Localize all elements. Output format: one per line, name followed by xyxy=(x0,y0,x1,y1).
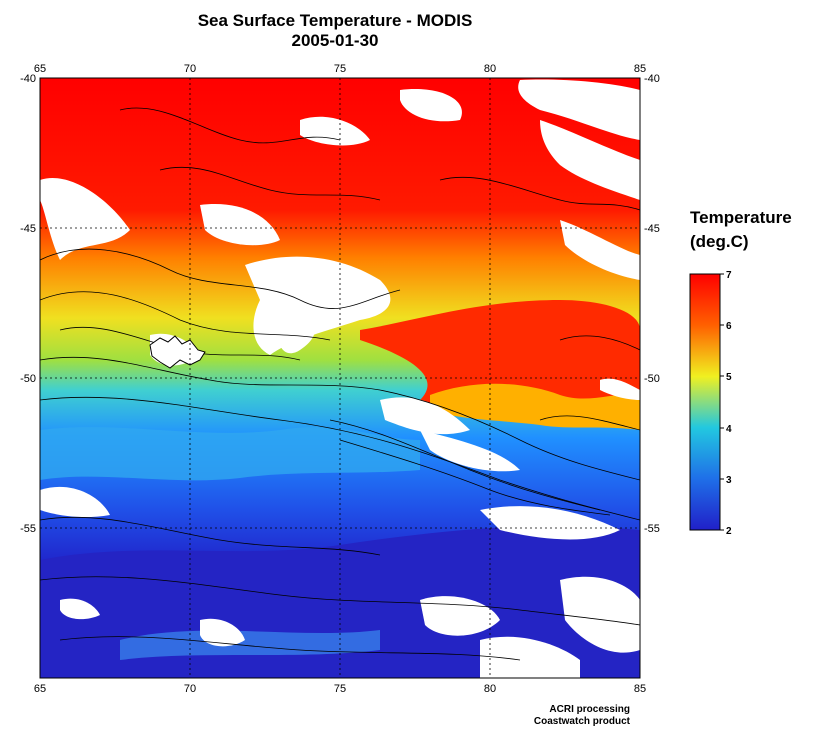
map-date: 2005-01-30 xyxy=(291,31,379,50)
bottom-lon-label: 85 xyxy=(634,683,646,695)
right-lat-label: -55 xyxy=(644,523,660,535)
left-lat-label: -50 xyxy=(20,373,36,385)
left-axis: -40 -45 -50 -55 xyxy=(20,73,36,535)
credit-product: Coastwatch product xyxy=(533,716,630,727)
credit-processing: ACRI processing xyxy=(549,704,630,715)
map-frame xyxy=(39,77,641,679)
map-title: Sea Surface Temperature - MODIS xyxy=(197,11,473,30)
bathymetry-contours xyxy=(40,107,640,661)
top-lon-label: 70 xyxy=(184,63,196,75)
left-lat-label: -55 xyxy=(20,523,36,535)
colorbar-ticks xyxy=(720,273,724,531)
top-lon-label: 85 xyxy=(634,63,646,75)
colorbar-tick-label: 3 xyxy=(726,475,732,486)
island-outline xyxy=(149,335,206,369)
right-lat-label: -50 xyxy=(644,373,660,385)
colorbar-tick-label: 2 xyxy=(726,526,732,537)
cloud-mask xyxy=(40,79,640,678)
graticule xyxy=(40,78,640,678)
top-lon-label: 75 xyxy=(334,63,346,75)
colorbar-ramp xyxy=(689,273,721,531)
colorbar-tick-label: 5 xyxy=(726,372,732,383)
colorbar-unit: (deg.C) xyxy=(690,232,749,251)
colorbar-tick-label: 6 xyxy=(726,321,732,332)
top-lon-label: 65 xyxy=(34,63,46,75)
colorbar: 2 3 4 5 6 7 xyxy=(689,270,732,537)
right-lat-label: -40 xyxy=(644,73,660,85)
right-lat-label: -45 xyxy=(644,223,660,235)
top-lon-label: 80 xyxy=(484,63,496,75)
bottom-axis: 65 70 75 80 85 xyxy=(34,683,646,695)
right-axis: -40 -45 -50 -55 xyxy=(644,73,660,535)
bottom-lon-label: 70 xyxy=(184,683,196,695)
left-lat-label: -45 xyxy=(20,223,36,235)
bottom-lon-label: 80 xyxy=(484,683,496,695)
bottom-lon-label: 65 xyxy=(34,683,46,695)
bottom-lon-label: 75 xyxy=(334,683,346,695)
colorbar-tick-label: 7 xyxy=(726,270,732,281)
colorbar-title: Temperature xyxy=(690,208,792,227)
colorbar-tick-label: 4 xyxy=(726,424,732,435)
left-lat-label: -40 xyxy=(20,73,36,85)
top-axis: 65 70 75 80 85 xyxy=(34,63,646,75)
